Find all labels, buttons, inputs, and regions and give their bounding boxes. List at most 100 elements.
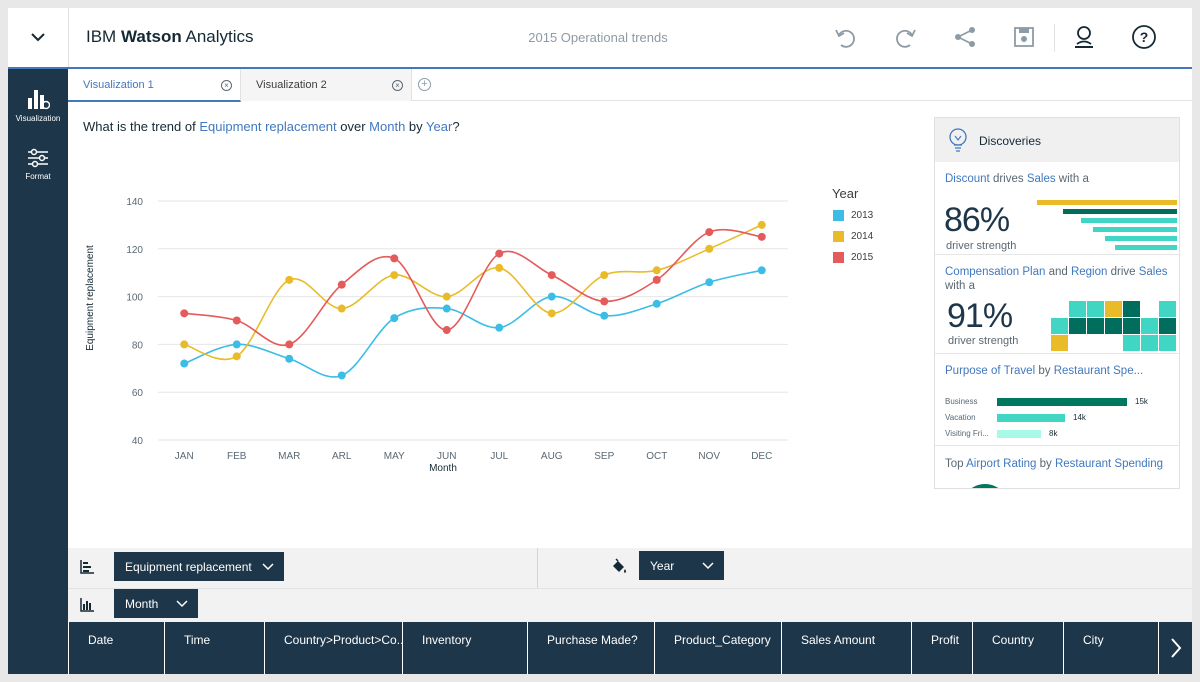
data-point-2013-oct[interactable] bbox=[652, 299, 661, 308]
data-point-2015-aug[interactable] bbox=[547, 271, 556, 280]
discovery-card-purpose-of-travel[interactable]: Purpose of Travel by Restaurant Spe... B… bbox=[935, 354, 1179, 446]
paint-bucket-icon bbox=[613, 558, 626, 573]
data-point-2013-feb[interactable] bbox=[232, 340, 241, 349]
share-button[interactable] bbox=[950, 22, 980, 52]
column-city[interactable]: City bbox=[1063, 622, 1158, 674]
data-point-2013-mar[interactable] bbox=[285, 354, 294, 363]
y-axis-label: Equipment replacement bbox=[85, 245, 96, 351]
data-point-2013-jan[interactable] bbox=[180, 359, 189, 368]
data-point-2014-arl[interactable] bbox=[337, 304, 346, 313]
data-point-2015-jan[interactable] bbox=[180, 309, 189, 318]
chevron-down-icon bbox=[262, 562, 274, 570]
legend-title: Year bbox=[832, 186, 859, 201]
data-point-2015-jun[interactable] bbox=[442, 326, 451, 335]
data-point-2015-may[interactable] bbox=[390, 254, 399, 263]
data-point-2013-jun[interactable] bbox=[442, 304, 451, 313]
legend-swatch bbox=[833, 210, 844, 221]
undo-button[interactable] bbox=[831, 22, 861, 52]
data-point-2013-dec[interactable] bbox=[757, 266, 766, 275]
discovery-card-airport-rating[interactable]: Top Airport Rating by Restaurant Spendin… bbox=[935, 446, 1179, 488]
chevron-down-icon bbox=[176, 599, 188, 607]
group-link[interactable]: Year bbox=[426, 119, 453, 134]
data-point-2014-feb[interactable] bbox=[232, 352, 241, 361]
save-button[interactable] bbox=[1009, 22, 1039, 52]
nav-item-format[interactable]: Format bbox=[8, 148, 68, 181]
driver-strength-value: 86% bbox=[944, 201, 1010, 239]
share-icon bbox=[955, 27, 975, 47]
column-sales-amount[interactable]: Sales Amount bbox=[781, 622, 911, 674]
help-button[interactable]: ? bbox=[1129, 22, 1159, 52]
chevron-right-icon bbox=[1170, 638, 1181, 658]
y-tick-label: 40 bbox=[132, 436, 144, 447]
measure-link[interactable]: Equipment replacement bbox=[199, 119, 337, 134]
heatmap-cell bbox=[1141, 335, 1158, 351]
heatmap-cell bbox=[1069, 318, 1086, 334]
add-tab-icon[interactable]: + bbox=[418, 78, 431, 91]
user-profile-button[interactable] bbox=[1069, 22, 1099, 52]
data-point-2015-arl[interactable] bbox=[337, 280, 346, 289]
y-tick-label: 60 bbox=[132, 388, 144, 399]
measure-dropdown[interactable]: Equipment replacement bbox=[114, 552, 284, 581]
visualization-question: What is the trend of Equipment replaceme… bbox=[83, 119, 460, 134]
data-point-2015-feb[interactable] bbox=[232, 316, 241, 325]
column-country-product[interactable]: Country>Product>Co... bbox=[264, 622, 402, 674]
data-point-2014-nov[interactable] bbox=[705, 244, 714, 253]
column-purchase-made[interactable]: Purchase Made? bbox=[527, 622, 654, 674]
menu-toggle-button[interactable] bbox=[8, 8, 69, 67]
legend-item-2013[interactable]: 2013 bbox=[833, 210, 873, 221]
data-point-2014-sep[interactable] bbox=[600, 271, 609, 280]
donut-graphic bbox=[971, 484, 999, 488]
data-point-2014-may[interactable] bbox=[390, 271, 399, 280]
column-time[interactable]: Time bbox=[164, 622, 264, 674]
data-point-2014-dec[interactable] bbox=[757, 220, 766, 229]
column-date[interactable]: Date bbox=[68, 622, 164, 674]
encoding-shelf: Equipment replacement Year bbox=[68, 548, 1192, 588]
redo-button[interactable] bbox=[890, 22, 920, 52]
data-point-2013-aug[interactable] bbox=[547, 292, 556, 301]
data-point-2015-mar[interactable] bbox=[285, 340, 294, 349]
data-point-2014-jan[interactable] bbox=[180, 340, 189, 349]
axis-dropdown[interactable]: Month bbox=[114, 589, 198, 618]
data-point-2013-arl[interactable] bbox=[337, 371, 346, 380]
column-product-category[interactable]: Product_Category bbox=[654, 622, 781, 674]
data-point-2015-sep[interactable] bbox=[600, 297, 609, 306]
data-point-2015-jul[interactable] bbox=[495, 249, 504, 258]
series-line-2013 bbox=[183, 269, 762, 378]
card-title: Top Airport Rating by Restaurant Spendin… bbox=[945, 458, 1164, 470]
visualization-tabs: Visualization 1 × Visualization 2 × + bbox=[68, 69, 1192, 102]
tab-label: Visualization 2 bbox=[256, 79, 327, 91]
column-profit[interactable]: Profit bbox=[911, 622, 972, 674]
discovery-card-discount[interactable]: Discount drives Sales with a 86% driver … bbox=[935, 162, 1179, 255]
column-inventory[interactable]: Inventory bbox=[402, 622, 527, 674]
data-point-2015-nov[interactable] bbox=[705, 228, 714, 237]
x-tick-label: FEB bbox=[227, 451, 247, 462]
data-point-2013-may[interactable] bbox=[390, 314, 399, 323]
dimension-link[interactable]: Month bbox=[369, 119, 406, 134]
bar-vacation bbox=[997, 414, 1065, 422]
save-icon bbox=[1014, 27, 1034, 47]
data-point-2014-jun[interactable] bbox=[442, 292, 451, 301]
data-point-2014-aug[interactable] bbox=[547, 309, 556, 318]
column-country[interactable]: Country bbox=[972, 622, 1063, 674]
data-point-2015-oct[interactable] bbox=[652, 275, 661, 284]
close-icon[interactable]: × bbox=[221, 80, 232, 91]
x-tick-label: OCT bbox=[646, 451, 667, 462]
next-columns-button[interactable] bbox=[1158, 622, 1192, 674]
heatmap-graphic bbox=[1051, 301, 1176, 351]
data-point-2014-oct[interactable] bbox=[652, 266, 661, 275]
tab-visualization-2[interactable]: Visualization 2 × bbox=[241, 69, 412, 101]
data-point-2014-mar[interactable] bbox=[285, 275, 294, 284]
data-point-2014-jul[interactable] bbox=[495, 263, 504, 272]
close-icon[interactable]: × bbox=[392, 80, 403, 91]
data-point-2013-sep[interactable] bbox=[600, 311, 609, 320]
nav-item-visualization[interactable]: Visualization bbox=[8, 88, 68, 123]
data-point-2013-nov[interactable] bbox=[705, 278, 714, 287]
legend-item-2015[interactable]: 2015 bbox=[833, 252, 873, 263]
data-point-2015-dec[interactable] bbox=[757, 232, 766, 241]
legend-item-2014[interactable]: 2014 bbox=[833, 231, 873, 242]
tab-visualization-1[interactable]: Visualization 1 × bbox=[68, 69, 241, 102]
data-point-2013-jul[interactable] bbox=[495, 323, 504, 332]
discovery-card-compensation[interactable]: Compensation Plan and Region drive Sales… bbox=[935, 255, 1179, 354]
color-dropdown[interactable]: Year bbox=[639, 551, 724, 580]
driver-strength-label: driver strength bbox=[946, 240, 1017, 252]
